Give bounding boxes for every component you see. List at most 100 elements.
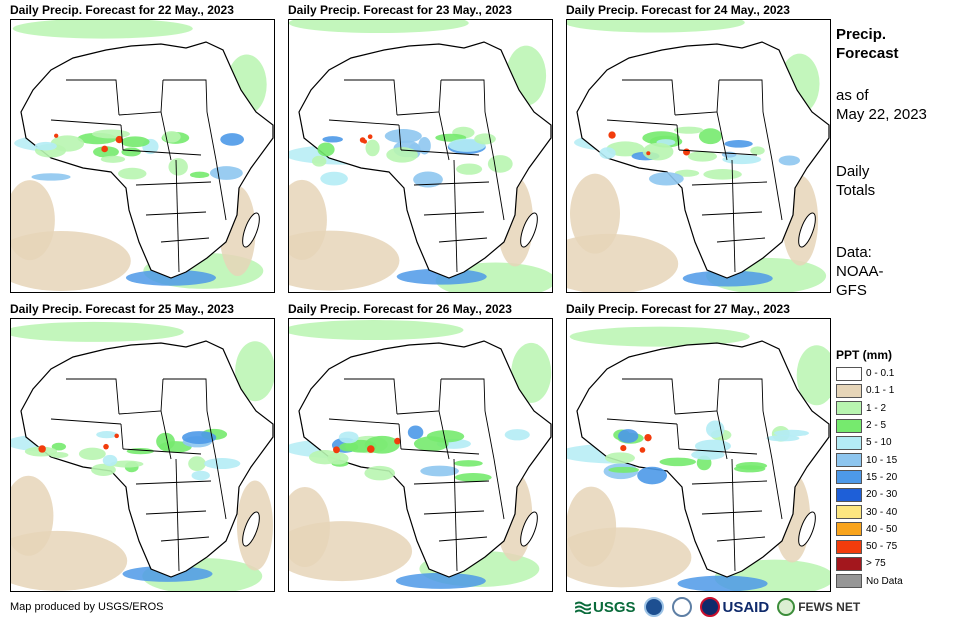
precip-area <box>618 429 639 443</box>
legend-item: 40 - 50 <box>836 521 956 538</box>
country-border <box>206 410 217 460</box>
usgs-text: USGS <box>593 598 636 616</box>
precip-area <box>608 466 640 473</box>
precip-area <box>773 429 810 437</box>
legend-item: 2 - 5 <box>836 417 956 434</box>
data-line: NOAA- <box>836 263 884 280</box>
precip-area <box>102 454 118 467</box>
precip-area <box>569 326 750 347</box>
legend-label: 1 - 2 <box>866 402 887 414</box>
precip-area <box>118 167 147 180</box>
precip-area <box>11 180 55 261</box>
precip-map <box>10 318 275 592</box>
precip-area <box>395 572 486 589</box>
country-border <box>716 237 766 243</box>
legend-swatch <box>836 418 862 433</box>
precip-area <box>724 140 753 148</box>
precip-area <box>698 128 722 145</box>
country-border <box>120 423 124 450</box>
precip-area <box>599 147 616 160</box>
totals-line: Totals <box>836 182 876 199</box>
usaid-text: USAID <box>722 598 770 616</box>
heavy-precip-cell <box>103 443 109 450</box>
country-border <box>691 181 768 186</box>
data-line: GFS <box>836 282 867 299</box>
country-border <box>716 536 766 542</box>
country-border <box>160 536 210 542</box>
noaa-logo-icon <box>643 597 664 617</box>
country-border <box>678 448 758 455</box>
country-border <box>175 159 180 273</box>
country-border <box>606 119 678 126</box>
precip-area <box>235 341 274 402</box>
country-border <box>120 124 124 151</box>
country-border <box>135 480 212 485</box>
asof-line: May 22, 2023 <box>836 106 927 123</box>
precip-area <box>204 458 241 470</box>
legend-item: 0.1 - 1 <box>836 382 956 399</box>
country-border <box>122 149 202 156</box>
data-line: Data: <box>836 244 872 261</box>
legend-swatch <box>836 522 862 537</box>
precip-area <box>364 465 396 481</box>
panel-title: Daily Precip. Forecast for 26 May., 2023 <box>288 302 512 316</box>
precip-area <box>456 163 483 175</box>
legend-label: 30 - 40 <box>866 506 898 518</box>
panel-title: Daily Precip. Forecast for 25 May., 2023 <box>10 302 234 316</box>
precip-area <box>91 463 116 476</box>
heavy-precip-cell <box>115 135 123 144</box>
legend-item: No Data <box>836 573 956 590</box>
country-border <box>453 159 458 273</box>
country-border <box>441 79 486 113</box>
country-border <box>441 378 486 412</box>
sidebar-title: Precip. Forecast <box>836 25 899 63</box>
legend-label: 5 - 10 <box>866 437 892 449</box>
country-border <box>400 149 480 156</box>
africa-map-svg <box>289 320 552 589</box>
legend-label: 0 - 0.1 <box>866 368 895 380</box>
country-border <box>678 149 758 156</box>
precip-map <box>10 19 275 293</box>
precip-area <box>339 442 359 452</box>
africa-landmass <box>298 340 552 578</box>
legend-swatch <box>836 539 862 554</box>
panel-title: Daily Precip. Forecast for 22 May., 2023 <box>10 3 234 17</box>
country-border <box>762 111 773 161</box>
precip-area <box>189 171 210 178</box>
as-of-date: as of May 22, 2023 <box>836 86 927 124</box>
map-credit: Map produced by USGS/EROS <box>10 601 164 613</box>
legend-swatch <box>836 453 862 468</box>
madagascar <box>520 212 538 248</box>
country-border <box>50 119 122 126</box>
country-border <box>493 159 505 221</box>
africa-landmass <box>298 41 552 279</box>
precip-area <box>648 172 684 186</box>
legend-swatch <box>836 505 862 520</box>
precip-area <box>694 439 732 453</box>
country-border <box>438 410 450 460</box>
precip-area <box>317 142 335 157</box>
country-border <box>344 79 398 116</box>
legend-swatch <box>836 383 862 398</box>
country-border <box>622 79 676 116</box>
heavy-precip-cell <box>394 437 401 445</box>
country-border <box>438 111 450 161</box>
madagascar <box>798 212 816 248</box>
africa-map-svg <box>289 20 552 292</box>
precip-area <box>682 270 773 287</box>
precip-area <box>168 158 188 176</box>
africa-map-svg <box>11 20 274 291</box>
country-border <box>719 378 764 412</box>
heavy-precip-cell <box>683 148 691 156</box>
legend-item: 15 - 20 <box>836 469 956 486</box>
country-border <box>50 418 122 425</box>
heavy-precip-cell <box>114 433 119 439</box>
asof-line: as of <box>836 87 869 104</box>
country-border <box>135 181 212 186</box>
precip-area <box>289 320 464 341</box>
legend-item: > 75 <box>836 555 956 572</box>
country-border <box>163 378 208 412</box>
heavy-precip-cell <box>620 445 627 452</box>
legend-item: 5 - 10 <box>836 434 956 451</box>
legend-item: 10 - 15 <box>836 451 956 468</box>
